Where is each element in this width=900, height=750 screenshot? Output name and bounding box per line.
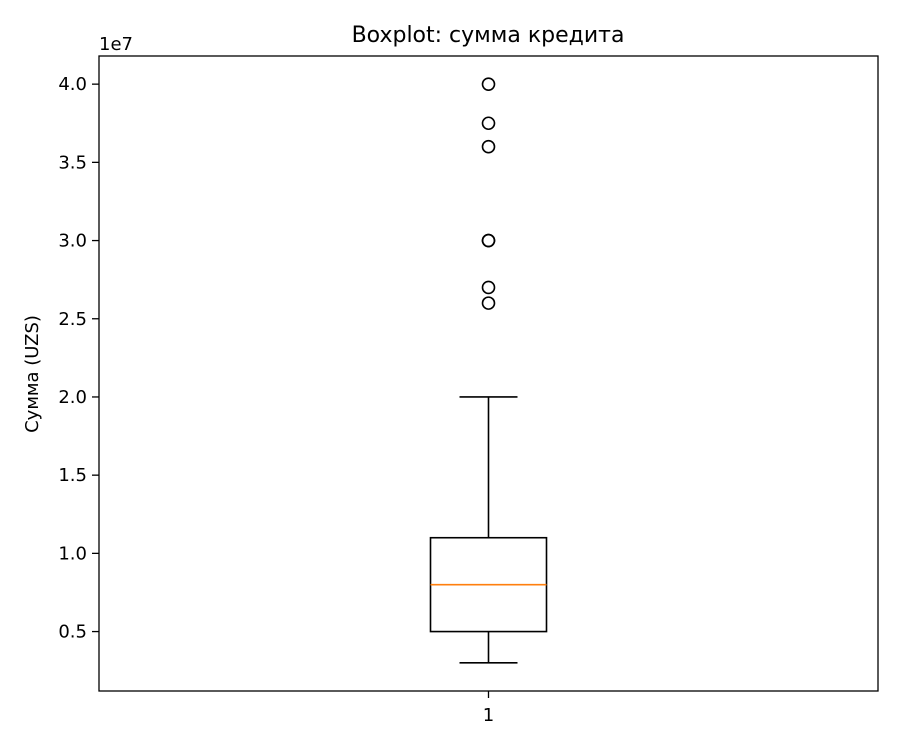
- y-tick-label: 1.0: [58, 543, 87, 564]
- y-tick-label: 0.5: [58, 622, 87, 643]
- y-tick-label: 3.5: [58, 152, 87, 173]
- axis-ticks: 0.5 1.0 1.5 2.0 2.5 3.0 3.5 4.0 1: [58, 74, 494, 726]
- outlier-point: [481, 296, 496, 310]
- x-tick-label: 1: [483, 705, 494, 726]
- y-axis-label: Сумма (UZS): [22, 315, 43, 433]
- plot-marks: [429, 77, 548, 664]
- y-tick-label: 3.0: [58, 231, 87, 252]
- y-axis-offset-label: 1e7: [99, 34, 133, 55]
- outlier-point: [481, 233, 496, 248]
- y-tick-label: 2.0: [58, 387, 87, 408]
- y-tick-label: 1.5: [58, 465, 87, 486]
- y-tick-label: 4.0: [58, 74, 87, 95]
- outlier-point: [481, 139, 496, 154]
- plot-frame: [98, 55, 879, 692]
- outlier-point: [481, 116, 496, 131]
- outlier-point: [481, 77, 496, 91]
- chart-title: Boxplot: сумма кредита: [352, 23, 625, 48]
- y-tick-label: 2.5: [58, 309, 87, 330]
- outlier-point: [481, 280, 496, 295]
